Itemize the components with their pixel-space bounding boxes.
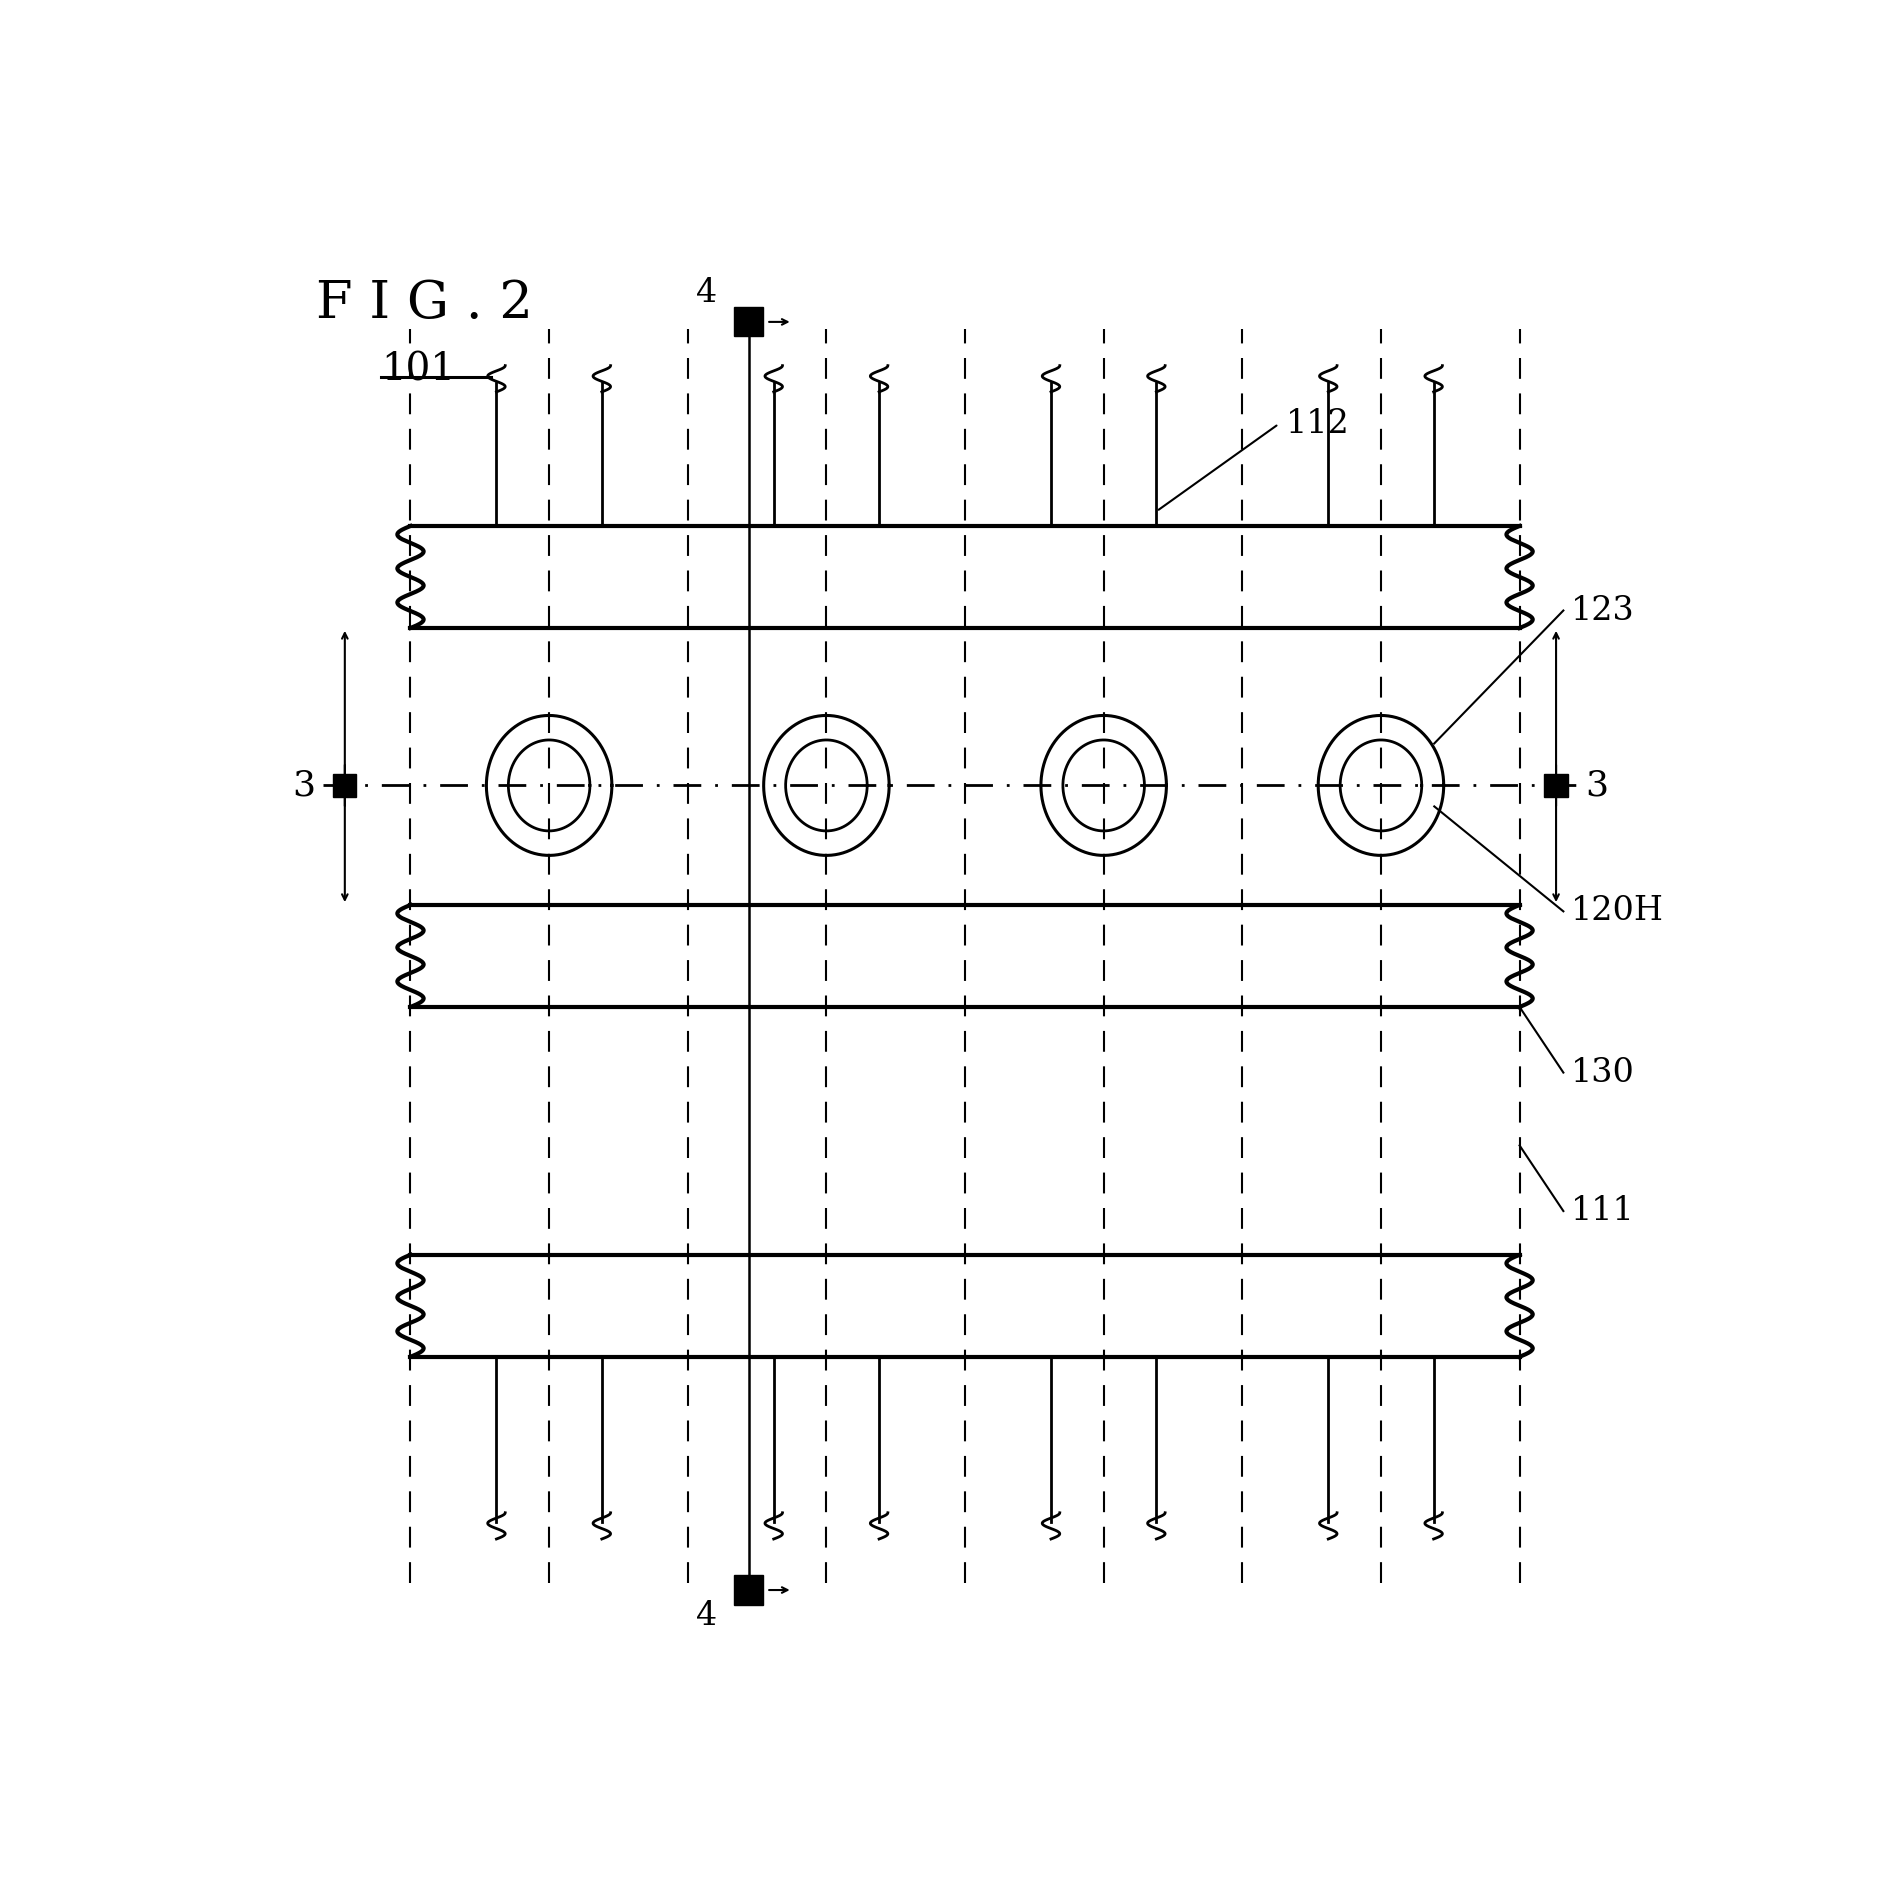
- Text: 3: 3: [1585, 769, 1607, 803]
- Bar: [734, 307, 762, 337]
- Bar: [734, 1575, 762, 1605]
- Text: 4: 4: [694, 276, 717, 309]
- Text: F I G . 2: F I G . 2: [316, 278, 533, 329]
- Bar: [1543, 774, 1568, 797]
- Text: 130: 130: [1570, 1056, 1634, 1088]
- Text: 111: 111: [1570, 1194, 1634, 1227]
- Text: 123: 123: [1570, 594, 1634, 627]
- Text: 4: 4: [694, 1600, 717, 1632]
- Bar: [333, 774, 356, 797]
- Text: 112: 112: [1285, 407, 1349, 439]
- Text: 101: 101: [380, 350, 455, 388]
- Text: 3: 3: [292, 769, 316, 803]
- Text: 120H: 120H: [1570, 895, 1664, 928]
